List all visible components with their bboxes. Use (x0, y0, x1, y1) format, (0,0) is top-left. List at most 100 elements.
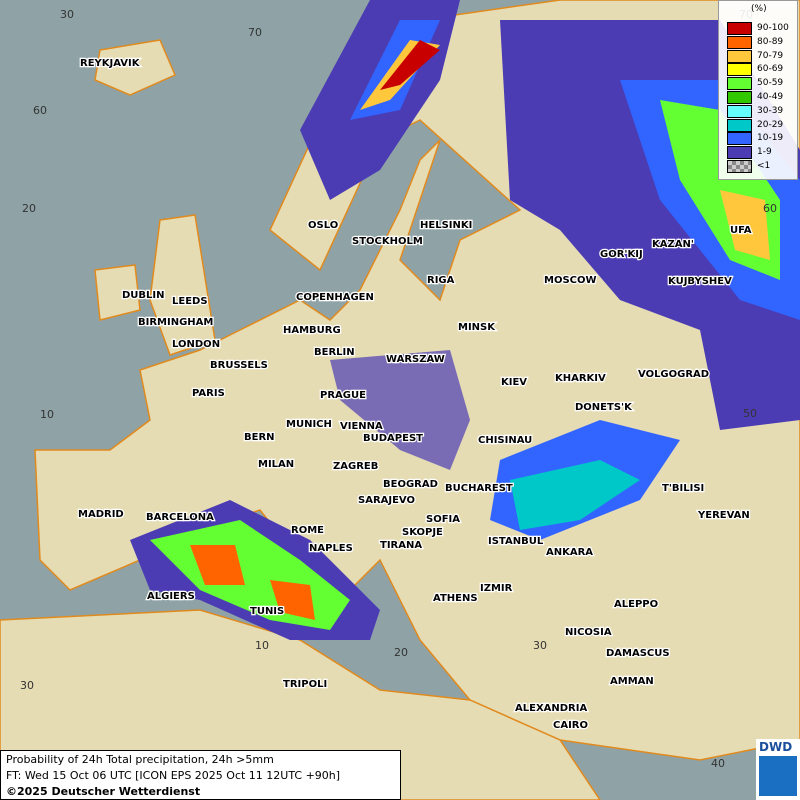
city-label: SKOPJE (402, 527, 443, 538)
city-label: BIRMINGHAM (138, 317, 213, 328)
legend-entry: 20-29 (727, 118, 800, 132)
city-label: KUJBYSHEV (668, 276, 732, 287)
legend-entry: 1-9 (727, 146, 800, 160)
city-label: TUNIS (250, 606, 284, 617)
city-label: SOFIA (426, 514, 460, 525)
legend-entry: 40-49 (727, 91, 800, 104)
city-label: BUDAPEST (363, 433, 423, 444)
city-label: MILAN (258, 459, 294, 470)
city-label: CHISINAU (478, 435, 532, 446)
legend-swatch (727, 104, 752, 118)
grid-label: 10 (255, 639, 269, 652)
city-label: ALGIERS (147, 591, 195, 602)
grid-label: 20 (22, 202, 36, 215)
city-label: OSLO (308, 220, 338, 231)
legend-swatch (727, 146, 752, 160)
grid-label: 30 (60, 8, 74, 21)
city-label: BERLIN (314, 347, 355, 358)
city-label: KHARKIV (555, 373, 606, 384)
city-label: HAMBURG (283, 325, 341, 336)
city-label: ISTANBUL (488, 536, 544, 547)
legend-swatch (727, 63, 752, 77)
city-label: PRAGUE (320, 390, 366, 401)
legend-label: 20-29 (757, 119, 784, 130)
legend-entry: <1 (727, 160, 800, 173)
legend-swatch (727, 35, 752, 49)
city-label: AMMAN (610, 676, 654, 687)
legend: (%) 90-100 80-89 70-79 60-69 50-59 40-49 30-39… (718, 0, 798, 180)
dwd-logo: DWD (756, 739, 800, 800)
city-label: DUBLIN (122, 290, 165, 301)
city-label: UFA (730, 225, 752, 236)
city-label: TRIPOLI (283, 679, 327, 690)
city-label: ANKARA (546, 547, 593, 558)
info-box: Probability of 24h Total precipitation, … (0, 750, 401, 800)
legend-unit: (%) (751, 4, 767, 14)
city-label: BRUSSELS (210, 360, 268, 371)
city-label: KIEV (501, 377, 527, 388)
city-label: MUNICH (286, 419, 332, 430)
legend-label: 90-100 (757, 23, 789, 33)
city-label: LONDON (172, 339, 220, 350)
grid-label: 60 (763, 202, 777, 215)
legend-label: 1-9 (757, 147, 772, 158)
city-label: IZMIR (480, 583, 513, 594)
city-label: KAZAN' (652, 239, 694, 250)
city-label: ZAGREB (333, 461, 378, 472)
grid-label: 50 (743, 407, 757, 420)
legend-swatch (727, 91, 752, 104)
city-label: VOLGOGRAD (638, 369, 709, 380)
city-label: LEEDS (172, 296, 208, 307)
city-label: VIENNA (340, 421, 383, 432)
city-label: DAMASCUS (606, 648, 670, 659)
legend-label: 80-89 (757, 36, 784, 47)
city-label: BARCELONA (146, 512, 214, 523)
legend-swatch (727, 49, 752, 63)
copyright: ©2025 Deutscher Wetterdienst (6, 785, 201, 798)
legend-entry: 90-100 (727, 22, 800, 35)
city-label: BERN (244, 432, 275, 443)
city-label: MINSK (458, 322, 496, 333)
legend-entry: 70-79 (727, 49, 800, 63)
grid-labels: 30706020107060503010203040 (20, 8, 777, 770)
legend-label: 60-69 (757, 64, 784, 75)
precipitation-field (130, 0, 800, 640)
city-label: PARIS (192, 388, 225, 399)
city-label: ALEXANDRIA (515, 703, 587, 714)
logo-swirl-icon (759, 756, 797, 796)
grid-label: 20 (394, 646, 408, 659)
legend-entry: 60-69 (727, 63, 800, 77)
legend-label: 40-49 (757, 92, 784, 102)
legend-swatch (727, 77, 752, 91)
legend-entry: 50-59 (727, 77, 800, 91)
city-label: ATHENS (433, 593, 478, 604)
legend-entry: 80-89 (727, 35, 800, 49)
legend-label: 30-39 (757, 105, 784, 116)
city-label: SARAJEVO (358, 495, 415, 506)
city-label: CAIRO (553, 720, 588, 731)
legend-swatch (727, 118, 752, 132)
grid-label: 70 (248, 26, 262, 39)
legend-label: <1 (757, 161, 771, 171)
grid-label: 10 (40, 408, 54, 421)
grid-label: 30 (20, 679, 34, 692)
forecast-time: FT: Wed 15 Oct 06 UTC [ICON EPS 2025 Oct… (6, 769, 341, 782)
city-label: ALEPPO (614, 599, 658, 610)
grid-label: 60 (33, 104, 47, 117)
city-label: RIGA (427, 275, 455, 286)
city-label: ROME (291, 525, 324, 536)
city-label: STOCKHOLM (352, 236, 423, 247)
city-labels: REYKJAVIK OSLO STOCKHOLM HELSINKI DUBLIN LEED… (77, 57, 753, 733)
grid-label: 30 (533, 639, 547, 652)
legend-label: 10-19 (757, 133, 784, 144)
city-label: YEREVAN (697, 510, 750, 521)
city-label: MADRID (78, 509, 124, 520)
city-label: GOR'KIJ (600, 249, 643, 260)
city-label: REYKJAVIK (80, 58, 141, 69)
city-label: TIRANA (380, 540, 422, 551)
city-label: NICOSIA (565, 627, 612, 638)
city-label: T'BILISI (662, 483, 704, 494)
legend-label: 70-79 (757, 50, 784, 61)
grid-label: 40 (711, 757, 725, 770)
